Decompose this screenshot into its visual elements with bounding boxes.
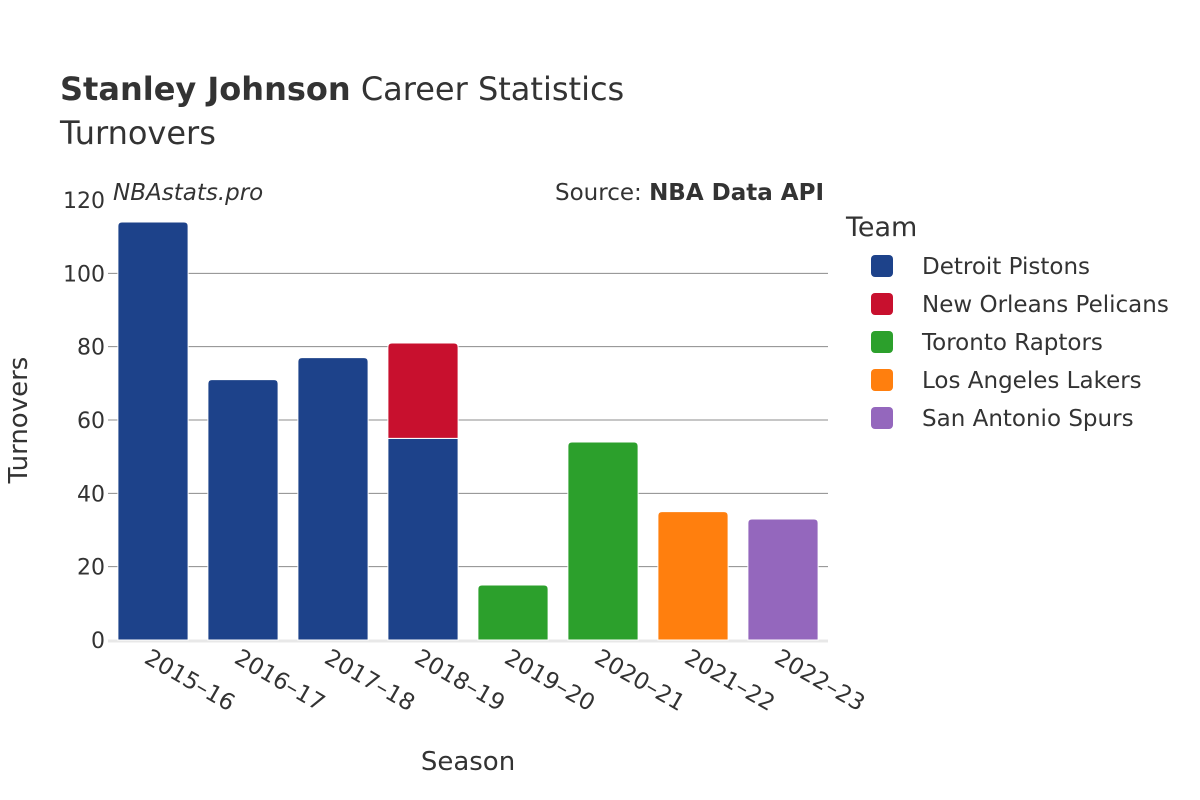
title-player-name: Stanley Johnson <box>60 70 351 108</box>
legend-label: San Antonio Spurs <box>922 406 1134 432</box>
source-label: Source: NBA Data API <box>555 180 824 206</box>
y-tick-label: 120 <box>63 189 105 214</box>
x-tick-label: 2021–22 <box>680 645 779 717</box>
x-axis-ticks: 2015–162016–172017–182018–192019–202020–… <box>140 645 869 717</box>
legend-label: Toronto Raptors <box>921 330 1103 356</box>
chart-subtitle: Turnovers <box>59 114 216 152</box>
bar-segment <box>747 518 819 641</box>
legend-item: Toronto Raptors <box>871 330 1103 356</box>
bar-segment <box>657 511 729 641</box>
x-tick-label: 2017–18 <box>320 645 419 717</box>
y-axis-ticks: 0 20 40 60 80 100 120 <box>63 189 105 654</box>
y-tick-label: 100 <box>63 262 105 287</box>
legend-item: San Antonio Spurs <box>871 406 1134 432</box>
legend-swatch <box>871 255 893 277</box>
y-tick-label: 80 <box>77 336 105 361</box>
x-tick-label: 2016–17 <box>230 645 329 717</box>
y-tick-label: 20 <box>77 556 105 581</box>
x-tick-label: 2018–19 <box>410 645 509 717</box>
legend-swatch <box>871 407 893 429</box>
legend-label: Los Angeles Lakers <box>922 368 1142 394</box>
x-tick-label: 2022–23 <box>770 645 869 717</box>
legend-swatch <box>871 369 893 391</box>
watermark: NBAstats.pro <box>113 180 263 206</box>
bar-segment <box>207 379 279 641</box>
x-tick-label: 2015–16 <box>140 645 239 717</box>
y-axis-title: Turnovers <box>4 357 34 485</box>
legend-label: Detroit Pistons <box>922 254 1090 280</box>
legend-swatch <box>871 331 893 353</box>
chart-title: Stanley Johnson Career Statistics <box>60 70 624 108</box>
bar-segment <box>387 437 459 641</box>
source-prefix: Source: <box>555 180 649 206</box>
x-tick-label: 2020–21 <box>590 645 689 717</box>
bar-segment <box>387 342 459 439</box>
legend-label: New Orleans Pelicans <box>922 292 1169 318</box>
source-name: NBA Data API <box>649 180 824 206</box>
bar-segment <box>117 221 189 641</box>
legend-title: Team <box>845 212 917 243</box>
bars <box>117 221 819 641</box>
y-tick-label: 60 <box>77 409 105 434</box>
bar-segment <box>477 584 549 641</box>
title-rest: Career Statistics <box>351 70 625 108</box>
legend-item: Detroit Pistons <box>871 254 1090 280</box>
y-tick-label: 40 <box>77 482 105 507</box>
bar-segment <box>567 441 639 641</box>
bar-segment <box>297 357 369 641</box>
legend-swatch <box>871 293 893 315</box>
y-tick-label: 0 <box>91 629 105 654</box>
legend: Detroit Pistons New Orleans Pelicans Toron… <box>871 254 1169 432</box>
x-axis-title: Season <box>421 747 515 777</box>
legend-item: New Orleans Pelicans <box>871 292 1169 318</box>
legend-item: Los Angeles Lakers <box>871 368 1142 394</box>
x-tick-label: 2019–20 <box>500 645 599 717</box>
